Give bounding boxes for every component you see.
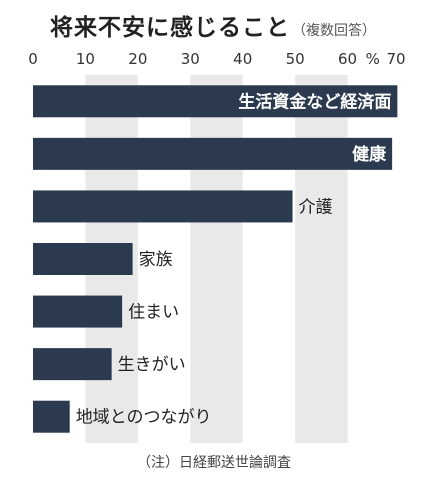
x-tick-label: 40 — [233, 50, 252, 68]
x-tick-label: 50 — [286, 50, 305, 68]
bar — [33, 243, 133, 275]
category-label: 地域とのつながり — [76, 408, 212, 428]
bar — [33, 190, 293, 223]
bar — [33, 85, 398, 118]
x-tick-label: 0 — [28, 50, 38, 68]
x-unit-label: % — [366, 50, 380, 68]
bar — [33, 137, 393, 170]
grid-band — [295, 75, 348, 443]
x-tick-label: 60 — [338, 50, 357, 68]
x-tick-label: 20 — [128, 50, 147, 68]
x-tick-label: 70 — [386, 50, 405, 68]
chart-title-block: 将来不安に感じること （複数回答） — [50, 8, 376, 42]
category-label: 家族 — [139, 250, 173, 270]
chart-title: 将来不安に感じること — [50, 15, 290, 41]
bar — [33, 295, 123, 328]
x-tick-label: 10 — [76, 50, 95, 68]
category-label: 健康 — [352, 144, 387, 165]
source-note: （注）日経郵送世論調査 — [137, 455, 291, 471]
grid-band — [190, 75, 243, 443]
chart-subtitle: （複数回答） — [292, 23, 376, 39]
x-tick-label: 30 — [181, 50, 200, 68]
bar — [33, 400, 70, 433]
category-label: 生活資金など経済面 — [238, 91, 391, 112]
category-label: 生きがい — [118, 355, 186, 375]
bar — [33, 348, 112, 381]
category-label: 介護 — [299, 197, 333, 217]
category-label: 住まい — [128, 303, 179, 323]
